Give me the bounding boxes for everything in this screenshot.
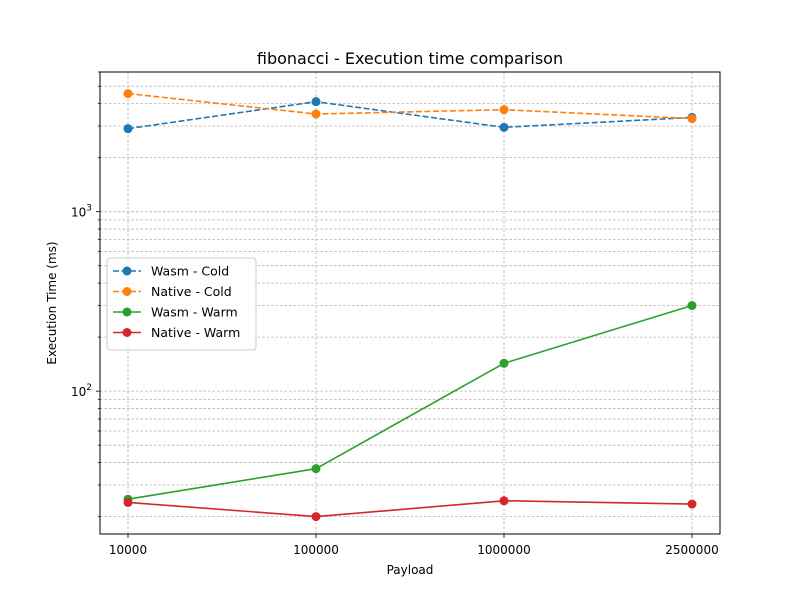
data-point: [311, 464, 321, 474]
x-tick-label: 100000: [293, 543, 339, 557]
series-1: [123, 89, 697, 124]
plot-area: [99, 71, 721, 535]
y-tick-label-exponent: 3: [86, 204, 92, 214]
data-point: [687, 114, 697, 124]
data-point: [123, 497, 133, 507]
data-point: [311, 97, 321, 107]
x-tick-label: 2500000: [665, 543, 718, 557]
y-axis-label: Execution Time (ms): [45, 241, 59, 364]
legend-marker: [122, 307, 132, 317]
legend-item: Wasm - Warm: [113, 305, 238, 320]
y-tick-label-exponent: 2: [86, 383, 92, 393]
data-point: [499, 105, 509, 115]
x-tick-label: 1000000: [477, 543, 530, 557]
chart-title: fibonacci - Execution time comparison: [257, 49, 563, 68]
legend-box: [106, 257, 257, 351]
legend: Wasm - Cold Native - Cold Wasm - Warm Nativ…: [106, 257, 257, 351]
series-3: [123, 496, 697, 522]
y-tick-label: 103: [71, 204, 92, 220]
legend-marker: [122, 287, 132, 296]
data-point: [123, 124, 133, 134]
data-point: [499, 122, 509, 132]
legend-label: Wasm - Warm: [151, 305, 238, 320]
data-point: [499, 496, 509, 506]
legend-label: Native - Warm: [151, 325, 240, 340]
y-tick-label: 102: [71, 383, 92, 399]
series-line: [127, 100, 693, 130]
legend-marker: [122, 328, 132, 337]
legend-item: Native - Cold: [113, 284, 232, 299]
series-line: [127, 499, 693, 518]
data-point: [687, 499, 697, 509]
data-point: [499, 358, 509, 368]
legend-item: Wasm - Cold: [113, 264, 229, 279]
legend-item: Native - Warm: [113, 325, 240, 340]
y-tick-label-base: 10: [71, 385, 86, 399]
x-axis-label: Payload: [387, 563, 434, 577]
y-tick-label-base: 10: [71, 206, 86, 220]
data-point: [311, 512, 321, 522]
legend-label: Native - Cold: [151, 284, 232, 299]
legend-marker: [122, 266, 132, 276]
data-point: [311, 109, 321, 119]
x-tick-label: 10000: [109, 543, 147, 557]
data-point: [687, 301, 697, 311]
legend-label: Wasm - Cold: [151, 264, 229, 279]
series-line: [127, 304, 693, 501]
series: [123, 89, 697, 522]
series-line: [127, 92, 693, 120]
data-point: [123, 89, 133, 99]
